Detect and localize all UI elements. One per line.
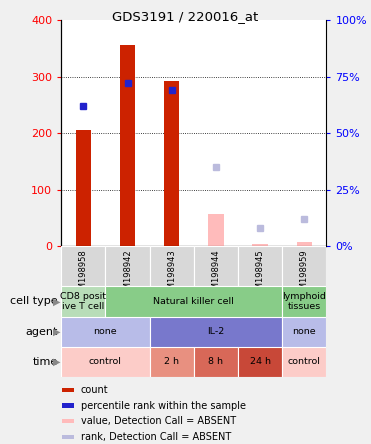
Text: IL-2: IL-2: [207, 327, 224, 336]
Text: GDS3191 / 220016_at: GDS3191 / 220016_at: [112, 10, 259, 23]
Bar: [61, 286, 105, 317]
Bar: [194, 347, 238, 377]
Text: percentile rank within the sample: percentile rank within the sample: [81, 400, 246, 411]
Text: ▶: ▶: [53, 357, 60, 367]
Text: GSM198942: GSM198942: [123, 250, 132, 300]
Text: none: none: [293, 327, 316, 336]
Bar: [105, 246, 150, 286]
Text: 2 h: 2 h: [164, 357, 179, 366]
Bar: [105, 286, 282, 317]
Bar: [61, 347, 150, 377]
Bar: [297, 242, 312, 246]
Bar: [76, 131, 91, 246]
Bar: [208, 214, 224, 246]
Bar: [62, 419, 74, 424]
Bar: [61, 246, 105, 286]
Text: time: time: [32, 357, 58, 367]
Text: Natural killer cell: Natural killer cell: [154, 297, 234, 306]
Bar: [150, 317, 282, 347]
Text: none: none: [93, 327, 117, 336]
Bar: [120, 45, 135, 246]
Text: GSM198943: GSM198943: [167, 250, 176, 301]
Bar: [282, 246, 326, 286]
Text: ▶: ▶: [53, 297, 60, 306]
Text: ▶: ▶: [53, 327, 60, 337]
Bar: [194, 246, 238, 286]
Bar: [150, 347, 194, 377]
Bar: [282, 317, 326, 347]
Text: agent: agent: [25, 327, 58, 337]
Bar: [164, 81, 180, 246]
Bar: [238, 246, 282, 286]
Text: value, Detection Call = ABSENT: value, Detection Call = ABSENT: [81, 416, 236, 426]
Text: control: control: [89, 357, 122, 366]
Text: GSM198944: GSM198944: [211, 250, 220, 300]
Bar: [62, 435, 74, 439]
Bar: [252, 244, 268, 246]
Text: GSM198959: GSM198959: [300, 250, 309, 300]
Text: GSM198958: GSM198958: [79, 250, 88, 301]
Bar: [282, 347, 326, 377]
Text: control: control: [288, 357, 321, 366]
Bar: [252, 244, 268, 246]
Bar: [62, 388, 74, 392]
Text: lymphoid
tissues: lymphoid tissues: [282, 292, 326, 311]
Text: 24 h: 24 h: [250, 357, 271, 366]
Text: 8 h: 8 h: [209, 357, 223, 366]
Bar: [150, 246, 194, 286]
Text: cell type: cell type: [10, 297, 58, 306]
Text: rank, Detection Call = ABSENT: rank, Detection Call = ABSENT: [81, 432, 231, 442]
Bar: [61, 317, 150, 347]
Text: CD8 posit
ive T cell: CD8 posit ive T cell: [60, 292, 106, 311]
Text: count: count: [81, 385, 109, 395]
Text: GSM198945: GSM198945: [256, 250, 265, 300]
Bar: [238, 347, 282, 377]
Bar: [282, 286, 326, 317]
Bar: [62, 404, 74, 408]
